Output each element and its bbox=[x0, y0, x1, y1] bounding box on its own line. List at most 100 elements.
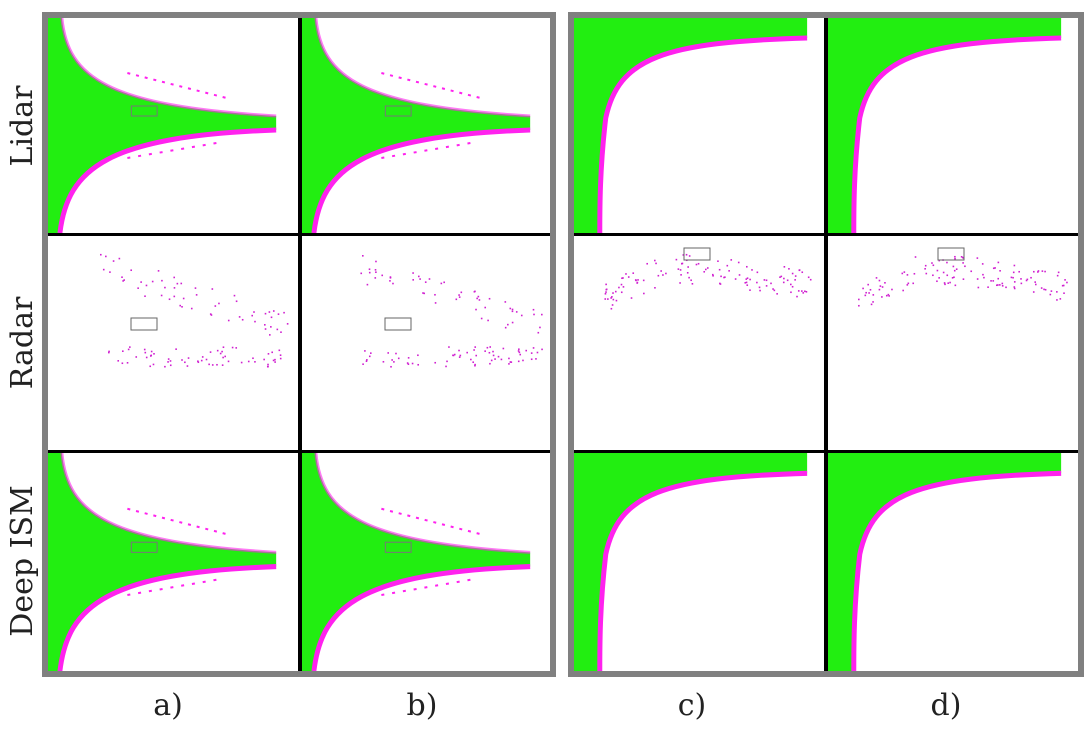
radar-point bbox=[738, 274, 741, 276]
radar-point bbox=[453, 353, 456, 356]
radar-point bbox=[622, 277, 624, 279]
radar-point bbox=[745, 281, 748, 284]
radar-point bbox=[137, 287, 139, 289]
radar-point bbox=[997, 261, 1000, 264]
radar-point bbox=[500, 358, 503, 361]
radar-point bbox=[484, 350, 486, 352]
radar-point bbox=[123, 279, 125, 281]
radar-point bbox=[1032, 291, 1035, 293]
radar-point bbox=[642, 279, 645, 282]
radar-point bbox=[411, 362, 414, 365]
radar-point bbox=[878, 288, 881, 291]
radar-point bbox=[478, 299, 481, 301]
radar-point bbox=[412, 279, 415, 281]
radar-point bbox=[518, 351, 521, 354]
radar-point bbox=[511, 321, 514, 324]
radar-point bbox=[990, 280, 992, 282]
radar-point bbox=[960, 255, 963, 258]
radar-point bbox=[480, 317, 483, 320]
radar-point bbox=[954, 284, 957, 287]
radar-point bbox=[867, 283, 869, 286]
radar-point bbox=[953, 269, 956, 272]
radar-point bbox=[679, 269, 682, 271]
radar-point bbox=[153, 353, 155, 355]
radar-point bbox=[783, 277, 785, 280]
radar-point bbox=[615, 299, 618, 302]
radar-point bbox=[1034, 281, 1036, 283]
radar-point bbox=[790, 283, 792, 286]
radar-point bbox=[254, 361, 256, 363]
radar-point bbox=[703, 270, 706, 273]
radar-point bbox=[657, 274, 660, 277]
radar-point bbox=[525, 349, 528, 352]
radar-point bbox=[1062, 284, 1065, 287]
radar-point bbox=[622, 286, 625, 288]
radar-point bbox=[187, 357, 190, 359]
radar-point bbox=[502, 347, 505, 350]
radar-point bbox=[366, 359, 368, 361]
radar-point bbox=[235, 347, 238, 349]
radar-point bbox=[536, 351, 539, 354]
radar-point bbox=[211, 364, 214, 366]
radar-point bbox=[976, 257, 979, 259]
radar-point bbox=[946, 261, 948, 264]
radar-point bbox=[780, 275, 783, 278]
radar-point bbox=[108, 351, 110, 354]
radar-point bbox=[1013, 286, 1016, 288]
radar-point bbox=[891, 288, 893, 291]
radar-point bbox=[121, 276, 123, 279]
radar-point bbox=[173, 295, 176, 298]
radar-point bbox=[636, 281, 639, 284]
radar-point bbox=[276, 328, 279, 331]
radar-point bbox=[195, 294, 198, 296]
radar-point bbox=[510, 361, 513, 363]
radar-point bbox=[951, 277, 954, 279]
radar-point bbox=[227, 360, 230, 363]
radar-point bbox=[720, 275, 722, 278]
radar-point bbox=[610, 297, 612, 299]
radar-point bbox=[1026, 278, 1029, 281]
radar-point bbox=[487, 319, 489, 322]
radar-point bbox=[460, 291, 463, 294]
radar-point bbox=[632, 272, 635, 274]
radar-point bbox=[688, 255, 691, 257]
radar-point bbox=[452, 354, 455, 357]
radar-point bbox=[931, 262, 933, 264]
radar-point bbox=[407, 363, 410, 366]
radar-point bbox=[208, 363, 210, 366]
radar-point bbox=[705, 268, 707, 271]
radar-point bbox=[605, 291, 607, 293]
radar-point bbox=[756, 271, 759, 274]
radar-point bbox=[620, 283, 623, 286]
radar-point bbox=[1018, 270, 1020, 273]
radar-point bbox=[151, 280, 154, 283]
radar-point bbox=[474, 364, 476, 367]
radar-point bbox=[389, 276, 392, 278]
radar-point bbox=[976, 278, 979, 280]
radar-point bbox=[508, 363, 510, 365]
radar-point bbox=[474, 363, 476, 366]
radar-point bbox=[1061, 284, 1064, 287]
radar-point bbox=[108, 350, 110, 353]
radar-point bbox=[779, 276, 781, 278]
radar-point bbox=[1044, 288, 1047, 291]
radar-point bbox=[455, 298, 458, 301]
radar-point bbox=[241, 318, 244, 321]
radar-point bbox=[222, 356, 224, 359]
radar-point bbox=[240, 361, 243, 364]
radar-point bbox=[264, 328, 267, 330]
radar-point bbox=[719, 282, 721, 285]
radar-point bbox=[1030, 276, 1032, 279]
radar-point bbox=[181, 306, 183, 308]
radar-point bbox=[382, 360, 385, 363]
radar-point bbox=[366, 283, 369, 286]
radar-point bbox=[517, 350, 520, 352]
radar-point bbox=[279, 357, 282, 360]
radar-point bbox=[770, 282, 772, 285]
radar-point bbox=[746, 284, 749, 286]
radar-point bbox=[1050, 290, 1053, 292]
radar-point bbox=[944, 283, 946, 286]
radar-point bbox=[662, 274, 664, 276]
radar-point bbox=[422, 292, 424, 294]
